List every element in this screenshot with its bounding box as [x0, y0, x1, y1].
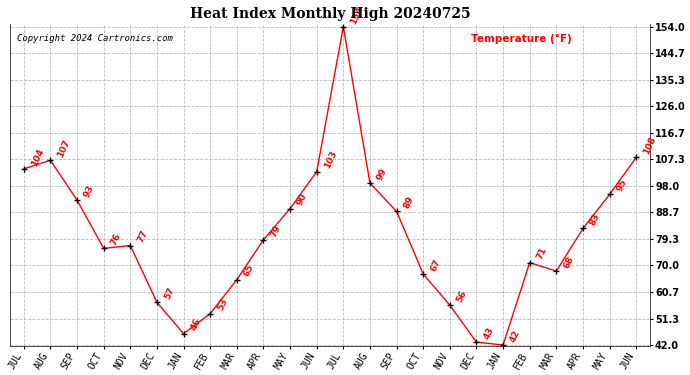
- Text: 77: 77: [136, 229, 150, 244]
- Text: 93: 93: [83, 183, 96, 199]
- Text: 99: 99: [375, 166, 389, 182]
- Text: 42: 42: [509, 328, 522, 344]
- Text: 46: 46: [189, 317, 203, 332]
- Text: 68: 68: [562, 255, 575, 270]
- Text: 67: 67: [428, 257, 442, 273]
- Text: 76: 76: [109, 232, 123, 247]
- Text: 103: 103: [322, 150, 338, 170]
- Text: 71: 71: [535, 246, 549, 261]
- Text: 90: 90: [295, 192, 309, 207]
- Text: 83: 83: [589, 212, 602, 227]
- Text: 107: 107: [56, 138, 72, 159]
- Title: Heat Index Monthly High 20240725: Heat Index Monthly High 20240725: [190, 8, 471, 21]
- Text: Copyright 2024 Cartronics.com: Copyright 2024 Cartronics.com: [17, 34, 172, 43]
- Text: 104: 104: [30, 147, 46, 167]
- Text: 56: 56: [455, 289, 469, 304]
- Text: 57: 57: [163, 286, 176, 301]
- Text: 53: 53: [216, 297, 229, 312]
- Text: 89: 89: [402, 195, 415, 210]
- Text: 65: 65: [242, 263, 256, 278]
- Text: 79: 79: [269, 223, 282, 238]
- Text: 43: 43: [482, 326, 495, 341]
- Text: 154: 154: [349, 4, 365, 26]
- Text: Temperature (°F): Temperature (°F): [471, 34, 571, 44]
- Text: 108: 108: [642, 135, 658, 156]
- Text: 95: 95: [615, 178, 629, 193]
